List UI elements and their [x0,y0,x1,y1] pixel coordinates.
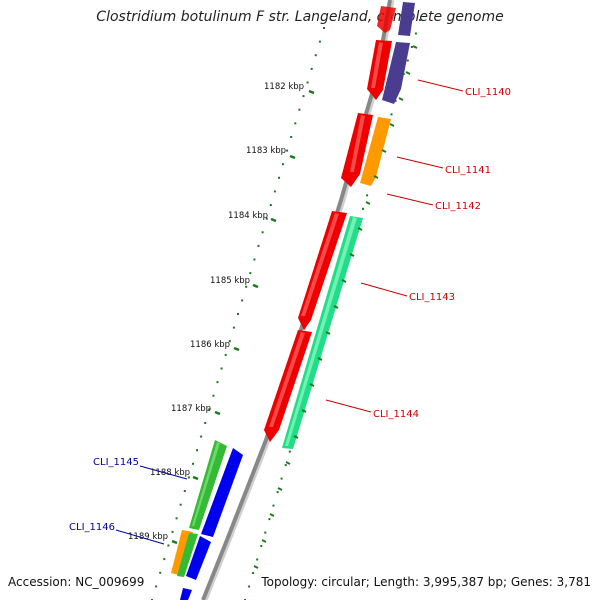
minor-tick-mark [269,513,275,517]
minor-tick-mark [357,227,363,231]
tick-label: 1185 kbp [210,276,250,286]
minor-tick-mark [301,409,307,413]
tick-label: 1182 kbp [264,82,304,92]
gene-labels: CLI_1140 CLI_1141 CLI_1142 CLI_1143 CLI_1144… [69,79,511,545]
minor-tick-mark [389,123,395,127]
tick-mark [233,346,240,352]
gene-label-leader [396,156,444,169]
gene-label-leader [417,79,464,92]
gene-label-leader [139,465,188,480]
minor-tick-mark [333,305,339,309]
gene-label-leader [115,529,165,545]
tick-label: 1188 kbp [150,468,190,478]
topology-summary: Topology: circular; Length: 3,995,387 bp… [261,575,591,589]
minor-tick-mark [309,383,315,387]
tick-label: 1186 kbp [190,340,230,350]
gene-label[interactable]: CLI_1145 [93,457,139,468]
tick-label: 1183 kbp [246,146,286,156]
minor-tick-mark [341,279,347,283]
tick-label: 1184 kbp [228,211,268,221]
cds-partial-bottom-blue [180,588,192,600]
gene-label-leader [325,399,372,413]
minor-tick-mark [253,565,259,569]
minor-tick-mark [412,45,418,49]
cds-cli-1145[interactable] [189,440,227,530]
tick-mark [252,283,259,289]
cds-cli-1140[interactable] [367,40,392,100]
tick-mark [289,154,296,160]
minor-tick-mark [405,71,411,75]
cds-cli-1144[interactable] [264,330,312,442]
cds-cli-1143-partner [282,216,363,449]
gene-label-leader [360,282,408,297]
tick-mark [192,475,199,481]
tick-mark [171,539,178,545]
position-tick-labels: 1182 kbp 1183 kbp 1184 kbp 1185 kbp 1186 kbp… [128,82,304,542]
minor-tick-mark [293,435,299,439]
gene-label[interactable]: CLI_1143 [409,292,455,303]
gene-label[interactable]: CLI_1142 [435,201,481,212]
cds-cli-1145-partner [201,448,243,537]
minor-tick-mark [325,331,331,335]
minor-tick-mark [277,487,283,491]
cds-cli-1146-partner [177,533,211,580]
dotted-guide-lines [151,19,421,600]
tick-label: 1189 kbp [128,532,168,542]
minor-tick-mark [349,253,355,257]
minor-tick-mark [365,201,371,205]
tick-mark [214,410,221,416]
minor-tick-mark [381,149,387,153]
cds-partial-top-red [377,6,396,33]
cds-partial-top-purple [398,2,415,36]
cds-cli-1141[interactable] [360,117,391,186]
tick-mark [270,217,277,223]
inner-dotted-line [151,27,325,600]
minor-tick-mark [261,539,267,543]
tick-mark [308,89,315,95]
gene-label[interactable]: CLI_1144 [373,409,419,420]
accession-text: Accession: NC_009699 [8,575,145,589]
cds-cli-1143[interactable] [298,211,347,330]
minor-tick-mark [373,175,379,179]
minor-tick-mark [398,97,404,101]
position-ticks [171,45,418,569]
minor-tick-mark [317,357,323,361]
gene-label[interactable]: CLI_1146 [69,522,115,533]
cds-cli-1140-partner [382,42,410,104]
gene-label-leader [386,193,434,206]
tick-label: 1187 kbp [171,404,211,414]
cds-cli-1142[interactable] [341,113,373,187]
gene-label[interactable]: CLI_1141 [445,165,491,176]
gene-label[interactable]: CLI_1140 [465,87,511,98]
minor-tick-mark [285,461,291,465]
